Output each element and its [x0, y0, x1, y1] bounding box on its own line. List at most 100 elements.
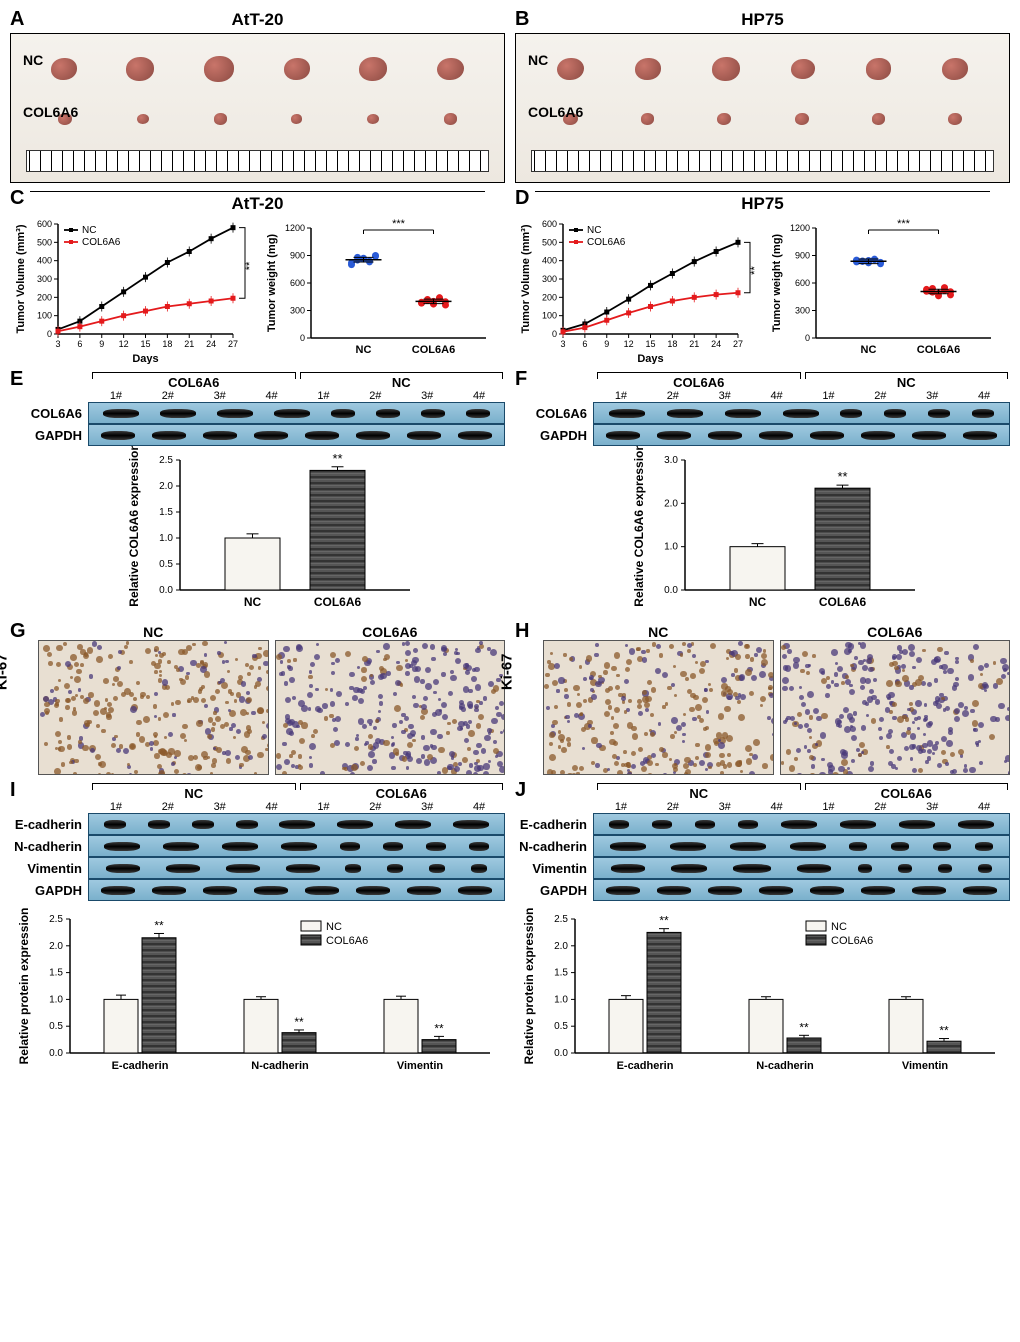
- svg-text:Tumor weight (mg): Tumor weight (mg): [266, 234, 278, 333]
- tumor-row-col: [531, 94, 994, 144]
- tumor-row-nc: [26, 44, 489, 94]
- ihc-image-nc: [38, 640, 269, 775]
- svg-text:N-cadherin: N-cadherin: [251, 1060, 309, 1072]
- svg-text:NC: NC: [831, 921, 847, 933]
- svg-text:1200: 1200: [285, 223, 305, 233]
- svg-text:21: 21: [689, 339, 699, 349]
- tumor-row-label-nc: NC: [23, 52, 43, 68]
- tumor-row-label-col: COL6A6: [528, 104, 583, 120]
- svg-text:2.5: 2.5: [554, 914, 568, 925]
- ihc-marker-G: Ki-67: [0, 653, 11, 690]
- svg-text:0: 0: [300, 333, 305, 343]
- svg-text:200: 200: [542, 292, 557, 302]
- svg-text:6: 6: [582, 339, 587, 349]
- svg-text:COL6A6: COL6A6: [819, 595, 867, 609]
- svg-text:NC: NC: [82, 225, 96, 236]
- svg-text:COL6A6: COL6A6: [587, 237, 626, 248]
- svg-text:COL6A6: COL6A6: [326, 935, 368, 947]
- svg-text:**: **: [294, 1015, 304, 1029]
- panel-label-E: E: [10, 368, 23, 391]
- ihc-marker-H: Ki-67: [499, 653, 516, 690]
- panel-C: C AtT-20 0100200300400500600369121518212…: [10, 191, 505, 364]
- svg-text:400: 400: [542, 256, 557, 266]
- svg-text:COL6A6: COL6A6: [412, 344, 455, 356]
- svg-text:200: 200: [37, 292, 52, 302]
- title-A: AtT-20: [10, 10, 505, 30]
- panel-label-G: G: [10, 620, 26, 643]
- svg-text:27: 27: [733, 339, 743, 349]
- panel-H: H Ki-67 NCCOL6A6: [515, 624, 1010, 775]
- svg-text:Vimentin: Vimentin: [902, 1060, 949, 1072]
- svg-text:900: 900: [290, 251, 305, 261]
- svg-text:COL6A6: COL6A6: [314, 595, 362, 609]
- svg-text:N-cadherin: N-cadherin: [756, 1060, 814, 1072]
- scatter-chart-D: 03006009001200Tumor weight (mg)NCCOL6A6*…: [766, 214, 1001, 364]
- line-chart-D: 0100200300400500600369121518212427DaysTu…: [515, 214, 760, 364]
- svg-text:1.5: 1.5: [159, 507, 173, 518]
- panel-B: B HP75 NC COL6A6: [515, 10, 1010, 183]
- title-D: HP75: [535, 191, 990, 214]
- svg-text:2.5: 2.5: [159, 455, 173, 466]
- svg-text:Tumor Volume (mm³): Tumor Volume (mm³): [520, 224, 532, 333]
- svg-text:**: **: [332, 451, 342, 466]
- svg-text:Tumor Volume (mm³): Tumor Volume (mm³): [15, 224, 27, 333]
- svg-text:NC: NC: [356, 344, 372, 356]
- panel-label-D: D: [515, 187, 529, 210]
- svg-text:**: **: [837, 469, 847, 484]
- svg-text:1.0: 1.0: [554, 994, 568, 1005]
- panel-label-I: I: [10, 779, 16, 802]
- svg-text:0.0: 0.0: [664, 585, 678, 596]
- svg-text:18: 18: [667, 339, 677, 349]
- svg-text:400: 400: [37, 256, 52, 266]
- svg-text:1200: 1200: [790, 223, 810, 233]
- ruler: [531, 150, 994, 172]
- panel-A: A AtT-20 NC COL6A6: [10, 10, 505, 183]
- scatter-chart-C: 03006009001200Tumor weight (mg)NCCOL6A6*…: [261, 214, 496, 364]
- svg-text:**: **: [154, 918, 164, 932]
- panel-label-B: B: [515, 8, 529, 31]
- svg-text:9: 9: [99, 339, 104, 349]
- svg-text:Days: Days: [132, 353, 158, 364]
- panel-D: D HP75 010020030040050060036912151821242…: [515, 191, 1010, 364]
- row-ij: I NCCOL6A61#2#3#4#1#2#3#4#E-cadherinN-ca…: [10, 783, 1010, 1081]
- tumor-row-label-nc: NC: [528, 52, 548, 68]
- tumor-row-col: [26, 94, 489, 144]
- svg-text:300: 300: [37, 274, 52, 284]
- svg-text:300: 300: [542, 274, 557, 284]
- ihc-image-nc: [543, 640, 774, 775]
- figure-root: A AtT-20 NC COL6A6 B HP75 NC COL6A6: [0, 0, 1020, 1099]
- panel-label-H: H: [515, 620, 529, 643]
- svg-text:0: 0: [805, 333, 810, 343]
- svg-text:0.5: 0.5: [554, 1021, 568, 1032]
- ruler: [26, 150, 489, 172]
- svg-text:15: 15: [140, 339, 150, 349]
- panel-label-C: C: [10, 187, 24, 210]
- svg-text:NC: NC: [861, 344, 877, 356]
- svg-text:100: 100: [542, 311, 557, 321]
- svg-text:**: **: [244, 261, 255, 270]
- svg-text:3: 3: [560, 339, 565, 349]
- svg-text:0.5: 0.5: [159, 559, 173, 570]
- svg-text:24: 24: [206, 339, 216, 349]
- panel-F: F COL6A6NC1#2#3#4#1#2#3#4#COL6A6GAPDH 0.…: [515, 372, 1010, 616]
- svg-text:0: 0: [552, 329, 557, 339]
- panel-I: I NCCOL6A61#2#3#4#1#2#3#4#E-cadherinN-ca…: [10, 783, 505, 1081]
- svg-text:500: 500: [542, 237, 557, 247]
- svg-text:Relative protein expression: Relative protein expression: [522, 908, 536, 1065]
- panel-label-A: A: [10, 8, 24, 31]
- svg-text:100: 100: [37, 311, 52, 321]
- row-ef: E COL6A6NC1#2#3#4#1#2#3#4#COL6A6GAPDH 0.…: [10, 372, 1010, 616]
- blot-F: COL6A6NC1#2#3#4#1#2#3#4#COL6A6GAPDH: [595, 372, 1010, 446]
- svg-text:Days: Days: [637, 353, 663, 364]
- ihc-title-nc: NC: [543, 624, 774, 640]
- svg-text:E-cadherin: E-cadherin: [112, 1060, 169, 1072]
- svg-text:COL6A6: COL6A6: [917, 344, 960, 356]
- title-C: AtT-20: [30, 191, 485, 214]
- svg-text:***: ***: [392, 218, 406, 230]
- svg-text:COL6A6: COL6A6: [831, 935, 873, 947]
- tumor-photo-B: NC COL6A6: [515, 33, 1010, 183]
- ihc-image-col: [780, 640, 1011, 775]
- ihc-title-col: COL6A6: [780, 624, 1011, 640]
- svg-text:2.0: 2.0: [49, 941, 63, 952]
- tumor-row-nc: [531, 44, 994, 94]
